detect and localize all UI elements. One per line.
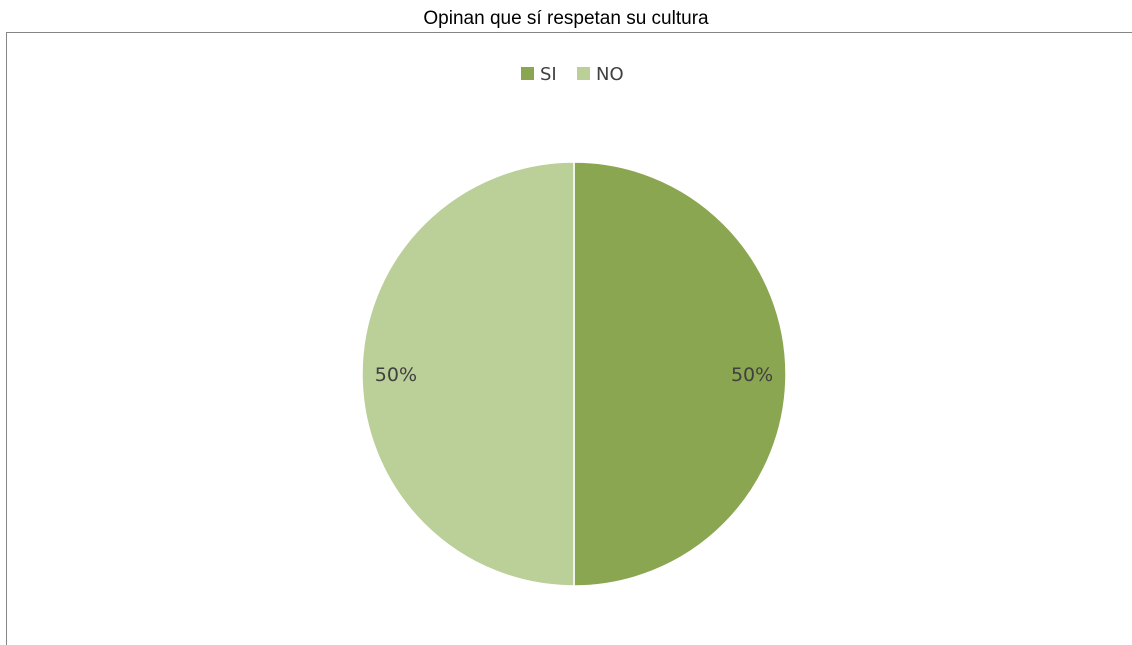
legend-label-no: NO — [596, 64, 624, 85]
data-label-no: 50% — [375, 364, 417, 386]
legend-swatch-si — [521, 67, 534, 80]
legend-label-si: SI — [540, 64, 557, 85]
legend: SI NO — [521, 64, 624, 85]
legend-swatch-no — [577, 67, 590, 80]
pie-slices — [362, 162, 786, 586]
data-label-si: 50% — [731, 364, 773, 386]
